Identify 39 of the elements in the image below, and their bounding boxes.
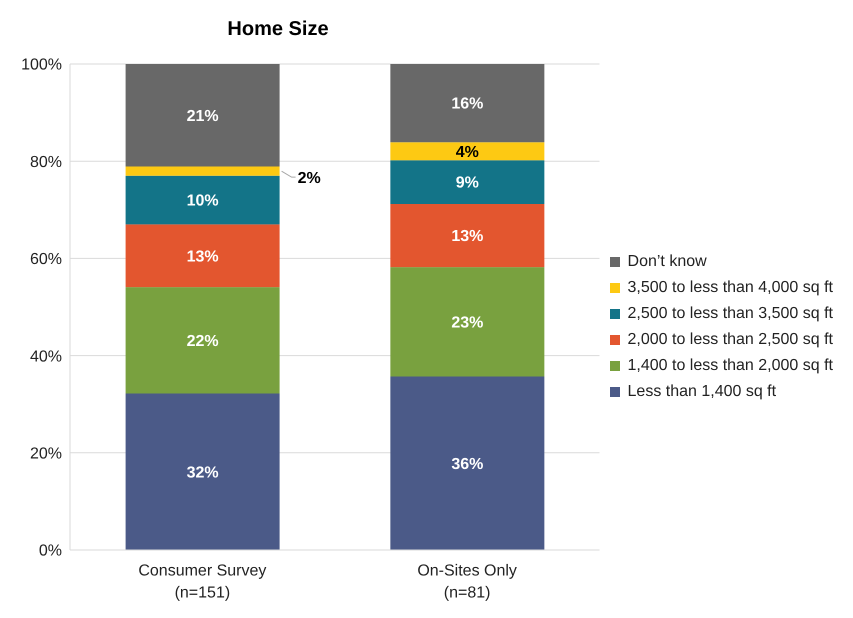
y-tick-label: 60% bbox=[30, 251, 62, 268]
data-label: 21% bbox=[186, 108, 219, 125]
bar bbox=[390, 142, 544, 160]
bar bbox=[390, 64, 544, 142]
legend-label: 2,500 to less than 3,500 sq ft bbox=[628, 305, 833, 323]
bar bbox=[126, 166, 280, 176]
y-tick-label: 20% bbox=[30, 445, 62, 462]
x-tick-label: On-Sites Only (n=81) bbox=[417, 562, 517, 602]
legend-label: Don’t know bbox=[628, 253, 707, 271]
bar bbox=[390, 376, 544, 550]
data-label: 13% bbox=[451, 228, 484, 246]
bar bbox=[126, 287, 280, 394]
bar bbox=[390, 160, 544, 204]
y-tick-label: 0% bbox=[38, 542, 62, 560]
data-label: 32% bbox=[186, 464, 219, 482]
y-tick-label: 40% bbox=[30, 348, 62, 366]
data-label: 4% bbox=[456, 144, 479, 161]
data-label: 36% bbox=[451, 456, 484, 473]
legend-label: 2,000 to less than 2,500 sq ft bbox=[628, 331, 833, 349]
data-label: 9% bbox=[456, 174, 479, 192]
data-label: 22% bbox=[186, 332, 219, 350]
bar bbox=[390, 267, 544, 376]
bar bbox=[126, 224, 280, 288]
data-label: 13% bbox=[186, 248, 219, 266]
legend-label: 1,400 to less than 2,000 sq ft bbox=[628, 357, 833, 375]
bar bbox=[126, 64, 280, 167]
bar bbox=[390, 204, 544, 268]
y-tick-label: 80% bbox=[30, 154, 62, 171]
data-label: 2% bbox=[298, 170, 321, 187]
x-tick-label: Consumer Survey (n=151) bbox=[138, 562, 266, 602]
legend-label: 3,500 to less than 4,000 sq ft bbox=[628, 279, 833, 297]
y-tick-label: 100% bbox=[21, 56, 62, 74]
data-label: 16% bbox=[451, 96, 484, 113]
legend-label: Less than 1,400 sq ft bbox=[628, 383, 776, 401]
bar bbox=[126, 394, 280, 550]
chart-title: Home Size bbox=[226, 17, 330, 42]
bar bbox=[126, 176, 280, 224]
data-label: 23% bbox=[451, 314, 484, 332]
data-label: 10% bbox=[186, 192, 219, 210]
